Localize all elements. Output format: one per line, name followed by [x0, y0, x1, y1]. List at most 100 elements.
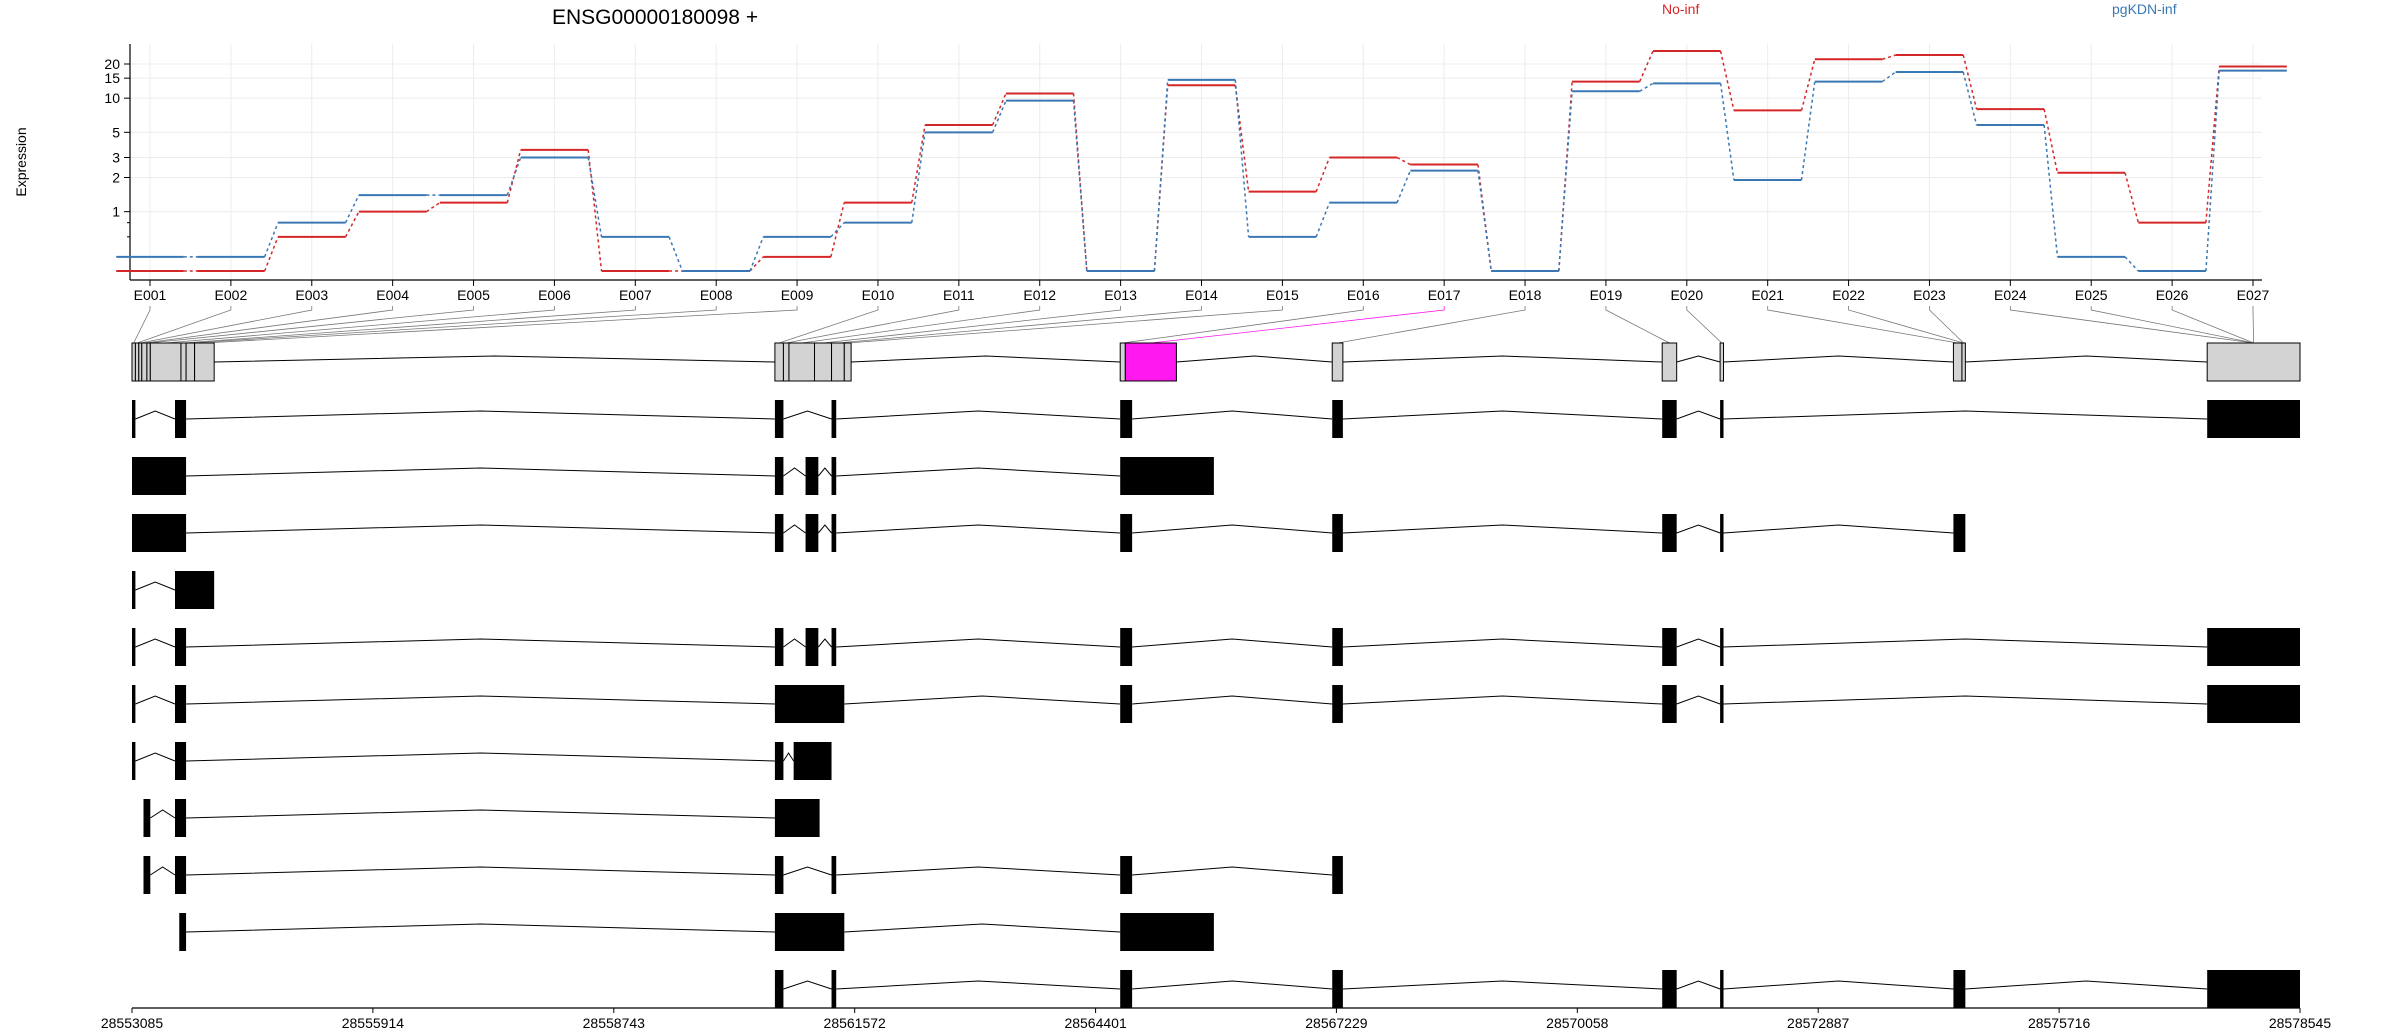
x-tick-label: E002 — [215, 287, 248, 303]
series-connector — [2124, 172, 2140, 223]
transcript-intron — [1723, 524, 1954, 534]
mapping-line — [786, 306, 960, 344]
transcript-intron — [1132, 866, 1333, 876]
x-tick-label: E001 — [134, 287, 167, 303]
transcript-intron — [844, 695, 1121, 705]
transcript-intron — [836, 980, 1121, 990]
transcript-exon — [175, 742, 187, 780]
transcript-10 — [179, 913, 1214, 951]
transcript-intron — [135, 581, 176, 591]
transcript-intron — [186, 695, 775, 705]
x-tick-label: E012 — [1023, 287, 1056, 303]
exon-bin — [788, 342, 816, 382]
mapping-line — [837, 306, 1202, 344]
transcript-exon — [774, 913, 845, 951]
transcript-intron — [783, 467, 806, 477]
transcript-exon — [2207, 628, 2300, 666]
x-tick-label: E003 — [295, 287, 328, 303]
x-tick-label: E023 — [1913, 287, 1946, 303]
exon-bin — [2206, 342, 2301, 382]
transcript-exon — [175, 799, 187, 837]
series-connector — [1962, 54, 1978, 110]
transcript-exon — [793, 742, 832, 780]
transcript-exon — [132, 685, 136, 723]
mapping-line — [2090, 306, 2254, 344]
series-connector — [1639, 82, 1654, 92]
transcript-exon — [175, 856, 187, 894]
transcript-exon — [1953, 514, 1966, 552]
transcript-exon — [2207, 685, 2300, 723]
transcript-exon — [1953, 970, 1966, 1008]
transcript-intron — [836, 866, 1121, 876]
chart-title: ENSG00000180098 + — [552, 6, 758, 29]
transcript-intron — [817, 524, 832, 534]
transcript-exon — [831, 970, 837, 1008]
transcript-intron — [1676, 695, 1721, 705]
series-connector — [426, 202, 441, 213]
transcript-intron — [150, 809, 176, 819]
series-connector — [1882, 54, 1896, 61]
transcript-2 — [132, 457, 1214, 495]
transcript-exon — [175, 571, 215, 609]
mapping-line — [822, 306, 1122, 344]
exon-bin-track — [131, 342, 2301, 382]
transcript-exon — [1332, 970, 1343, 1008]
mapping-line — [1767, 306, 1958, 344]
transcript-exon — [1120, 970, 1133, 1008]
mapping-line — [1848, 306, 1964, 344]
transcript-exon — [179, 913, 187, 951]
transcript-intron — [135, 410, 176, 420]
transcript-3 — [132, 514, 1966, 552]
mapping-line — [1929, 306, 1964, 344]
transcript-exon — [132, 742, 136, 780]
genomic-tick-label: 28570058 — [1546, 1015, 1609, 1030]
x-tick-label: E009 — [781, 287, 814, 303]
x-tick-label: E008 — [700, 287, 733, 303]
transcript-intron — [150, 866, 176, 876]
transcript-intron — [1342, 695, 1663, 705]
series-connector — [1234, 79, 1250, 237]
y-tick-label: 2 — [112, 169, 120, 185]
transcript-intron — [1723, 410, 2208, 420]
series-connector — [2205, 66, 2220, 223]
transcript-intron — [186, 923, 775, 933]
series-connector — [344, 211, 360, 238]
transcript-exon — [774, 400, 784, 438]
x-tick-label: E010 — [862, 287, 895, 303]
x-tick-label: E022 — [1832, 287, 1865, 303]
mapping-line — [1337, 306, 1526, 344]
x-tick-label: E027 — [2237, 287, 2270, 303]
genomic-tick-label: 28558743 — [583, 1015, 646, 1030]
exon-bin — [1331, 342, 1344, 382]
transcript-exon — [831, 514, 837, 552]
transcript-intron — [783, 752, 795, 762]
series-connector — [911, 124, 926, 203]
genomic-tick-label: 28567229 — [1305, 1015, 1368, 1030]
exon-bin — [131, 342, 136, 382]
transcript-intron — [836, 467, 1121, 477]
series-connector — [1315, 157, 1331, 192]
series-connector — [2205, 70, 2220, 272]
series-connector — [587, 149, 603, 272]
genomic-tick-label: 28578545 — [2269, 1015, 2332, 1030]
x-tick-label: E006 — [538, 287, 571, 303]
y-tick-label: 5 — [112, 124, 120, 140]
series-connector — [1558, 91, 1573, 272]
mapping-line — [1605, 306, 1670, 344]
transcript-exon — [774, 457, 784, 495]
transcript-exon — [1120, 685, 1133, 723]
exon-bin — [814, 342, 833, 382]
transcript-exon — [1120, 856, 1133, 894]
series-pgkdn-inf — [116, 69, 2287, 273]
transcript-exon — [2207, 400, 2300, 438]
transcript-exon — [2207, 970, 2300, 1008]
series-connector — [1800, 59, 1816, 111]
transcript-exon — [143, 799, 151, 837]
transcript-exon — [1332, 514, 1343, 552]
transcript-intron — [186, 467, 775, 477]
exon-bin — [1952, 342, 1963, 382]
transcript-exon — [132, 628, 136, 666]
transcript-exon — [1332, 856, 1343, 894]
transcript-exon — [1120, 628, 1133, 666]
